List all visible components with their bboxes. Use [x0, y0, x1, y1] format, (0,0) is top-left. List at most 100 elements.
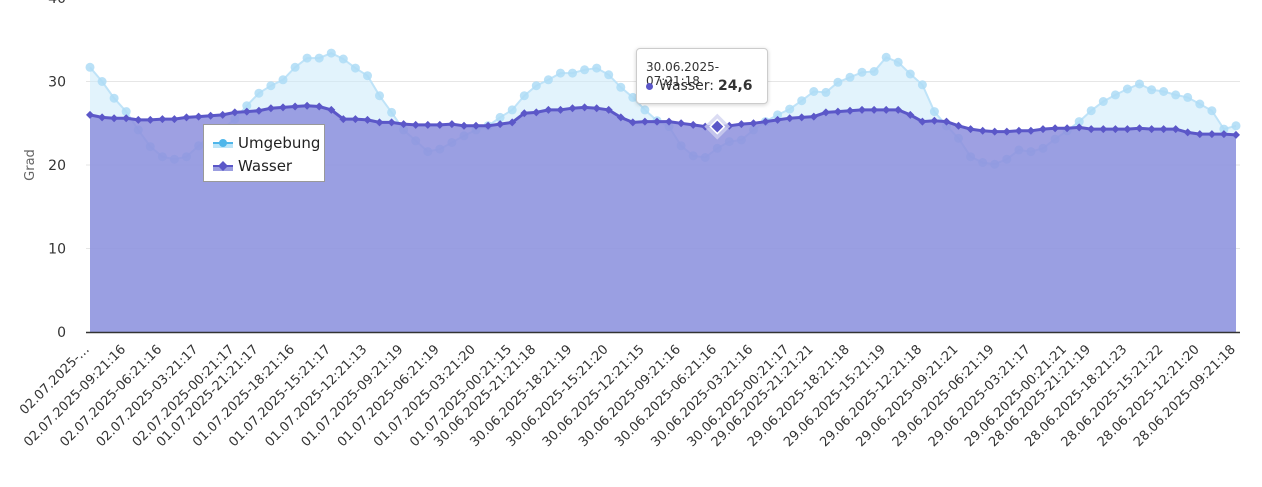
data-point[interactable]	[1026, 126, 1035, 135]
data-point[interactable]	[1219, 130, 1228, 139]
data-point[interactable]	[689, 120, 698, 129]
data-point[interactable]	[278, 75, 288, 85]
data-point[interactable]	[1135, 124, 1144, 133]
data-point[interactable]	[206, 111, 215, 120]
data-point[interactable]	[568, 104, 577, 113]
data-point[interactable]	[531, 81, 541, 91]
data-point[interactable]	[809, 112, 818, 121]
data-point[interactable]	[1159, 87, 1169, 96]
data-point[interactable]	[858, 105, 866, 114]
data-point[interactable]	[303, 101, 312, 110]
data-point[interactable]	[496, 120, 505, 129]
data-point[interactable]	[665, 117, 673, 126]
data-point[interactable]	[484, 121, 493, 130]
data-point[interactable]	[556, 105, 565, 114]
data-point[interactable]	[990, 127, 999, 136]
data-point[interactable]	[182, 113, 191, 122]
data-point[interactable]	[918, 117, 927, 126]
data-point[interactable]	[338, 54, 348, 64]
data-point[interactable]	[1171, 125, 1180, 134]
data-point[interactable]	[218, 110, 227, 119]
data-point[interactable]	[339, 115, 348, 124]
data-point[interactable]	[266, 81, 276, 91]
data-point[interactable]	[761, 117, 770, 126]
data-point[interactable]	[495, 112, 505, 122]
data-point[interactable]	[387, 118, 396, 127]
data-point[interactable]	[1147, 125, 1156, 134]
data-point[interactable]	[1171, 90, 1181, 100]
data-point[interactable]	[653, 117, 661, 126]
data-point[interactable]	[146, 115, 155, 124]
data-point[interactable]	[906, 110, 915, 119]
data-point[interactable]	[472, 121, 480, 130]
data-point[interactable]	[1039, 125, 1047, 134]
data-point[interactable]	[290, 62, 300, 72]
data-point[interactable]	[532, 108, 541, 117]
data-point[interactable]	[375, 91, 384, 101]
data-point[interactable]	[375, 118, 384, 127]
data-point[interactable]	[314, 53, 324, 63]
data-point[interactable]	[134, 115, 143, 124]
data-point[interactable]	[1110, 90, 1120, 100]
data-point[interactable]	[158, 115, 167, 124]
data-point[interactable]	[460, 121, 468, 130]
data-point[interactable]	[411, 120, 420, 129]
data-point[interactable]	[749, 119, 758, 128]
data-point[interactable]	[640, 105, 650, 115]
data-point[interactable]	[556, 68, 565, 78]
data-point[interactable]	[616, 82, 626, 92]
data-point[interactable]	[98, 113, 107, 122]
data-point[interactable]	[846, 106, 854, 115]
data-point[interactable]	[279, 103, 287, 112]
legend-item-umgebung[interactable]: Umgebung	[212, 132, 320, 154]
data-point[interactable]	[833, 77, 843, 87]
data-point[interactable]	[121, 107, 131, 117]
data-point[interactable]	[942, 117, 951, 126]
data-point[interactable]	[266, 104, 275, 113]
data-point[interactable]	[1195, 99, 1205, 109]
data-point[interactable]	[628, 118, 637, 127]
data-point[interactable]	[882, 105, 891, 114]
data-point[interactable]	[1063, 124, 1072, 133]
data-point[interactable]	[1002, 127, 1011, 136]
data-point[interactable]	[242, 107, 251, 116]
data-point[interactable]	[1183, 128, 1192, 137]
data-point[interactable]	[905, 69, 915, 79]
data-point[interactable]	[1207, 106, 1217, 116]
data-point[interactable]	[870, 105, 879, 114]
data-point[interactable]	[291, 102, 300, 111]
data-point[interactable]	[520, 109, 529, 118]
data-point[interactable]	[423, 120, 432, 129]
data-point[interactable]	[640, 117, 649, 126]
data-point[interactable]	[604, 70, 614, 80]
data-point[interactable]	[1135, 79, 1144, 89]
data-point[interactable]	[254, 88, 264, 98]
data-point[interactable]	[1111, 125, 1120, 134]
data-point[interactable]	[1098, 97, 1108, 106]
data-point[interactable]	[363, 115, 372, 124]
data-point[interactable]	[326, 48, 336, 58]
data-point[interactable]	[917, 80, 927, 90]
data-point[interactable]	[773, 115, 782, 124]
data-point[interactable]	[327, 105, 336, 114]
data-point[interactable]	[508, 118, 517, 127]
data-point[interactable]	[435, 120, 444, 129]
data-point[interactable]	[628, 92, 638, 102]
data-point[interactable]	[833, 107, 842, 116]
data-point[interactable]	[737, 120, 746, 129]
data-point[interactable]	[1122, 84, 1132, 94]
data-point[interactable]	[1014, 126, 1023, 135]
data-point[interactable]	[109, 93, 119, 103]
legend-item-wasser[interactable]: Wasser	[212, 155, 292, 177]
data-point[interactable]	[519, 91, 529, 101]
data-point[interactable]	[580, 65, 590, 75]
data-point[interactable]	[821, 108, 830, 117]
data-point[interactable]	[1231, 121, 1241, 131]
data-point[interactable]	[881, 52, 891, 62]
data-point[interactable]	[1123, 125, 1132, 134]
data-point[interactable]	[1219, 124, 1229, 134]
data-point[interactable]	[677, 119, 686, 128]
data-point[interactable]	[507, 105, 517, 115]
data-point[interactable]	[821, 87, 831, 97]
data-point[interactable]	[1075, 123, 1084, 132]
